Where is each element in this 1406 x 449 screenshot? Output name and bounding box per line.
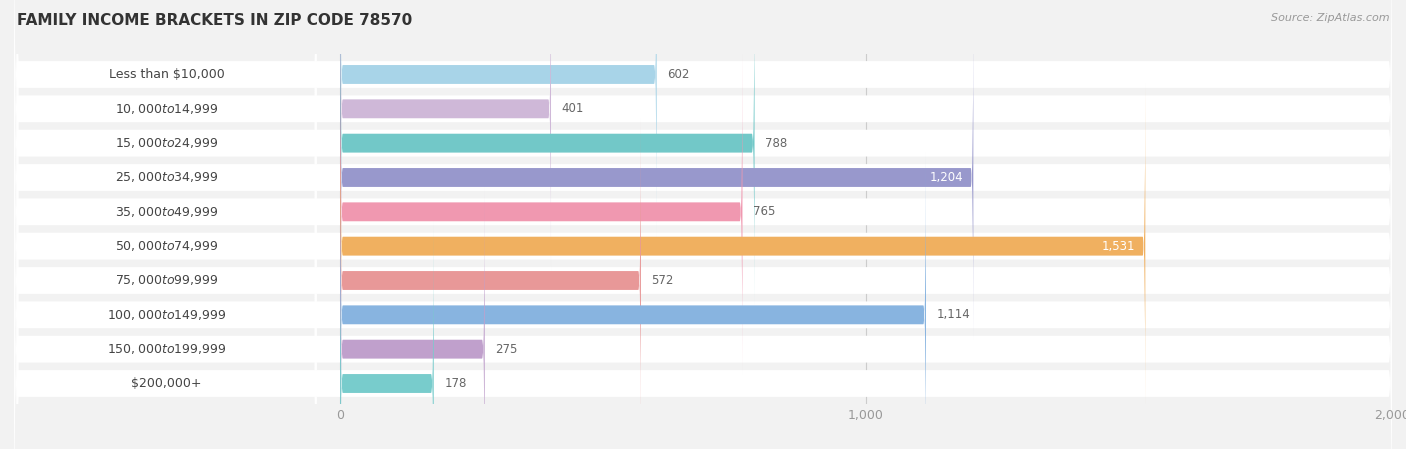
FancyBboxPatch shape bbox=[340, 49, 742, 374]
Text: $100,000 to $149,999: $100,000 to $149,999 bbox=[107, 308, 226, 322]
FancyBboxPatch shape bbox=[17, 0, 316, 307]
FancyBboxPatch shape bbox=[340, 153, 927, 449]
FancyBboxPatch shape bbox=[340, 84, 1146, 409]
Text: 572: 572 bbox=[651, 274, 673, 287]
Text: 275: 275 bbox=[495, 343, 517, 356]
Text: 1,114: 1,114 bbox=[936, 308, 970, 321]
FancyBboxPatch shape bbox=[14, 0, 1392, 301]
FancyBboxPatch shape bbox=[17, 0, 316, 444]
FancyBboxPatch shape bbox=[14, 19, 1392, 405]
FancyBboxPatch shape bbox=[17, 0, 316, 410]
Text: $200,000+: $200,000+ bbox=[131, 377, 202, 390]
Text: 602: 602 bbox=[668, 68, 689, 81]
FancyBboxPatch shape bbox=[17, 83, 316, 449]
FancyBboxPatch shape bbox=[14, 122, 1392, 449]
FancyBboxPatch shape bbox=[340, 15, 973, 340]
FancyBboxPatch shape bbox=[340, 187, 485, 449]
Text: 788: 788 bbox=[765, 136, 787, 150]
FancyBboxPatch shape bbox=[14, 0, 1392, 370]
Text: $25,000 to $34,999: $25,000 to $34,999 bbox=[115, 171, 218, 185]
Text: FAMILY INCOME BRACKETS IN ZIP CODE 78570: FAMILY INCOME BRACKETS IN ZIP CODE 78570 bbox=[17, 13, 412, 28]
Text: $10,000 to $14,999: $10,000 to $14,999 bbox=[115, 102, 218, 116]
Text: $15,000 to $24,999: $15,000 to $24,999 bbox=[115, 136, 218, 150]
Text: $35,000 to $49,999: $35,000 to $49,999 bbox=[115, 205, 218, 219]
FancyBboxPatch shape bbox=[340, 0, 657, 237]
FancyBboxPatch shape bbox=[17, 0, 316, 375]
FancyBboxPatch shape bbox=[14, 0, 1392, 336]
Text: $75,000 to $99,999: $75,000 to $99,999 bbox=[115, 273, 218, 287]
Text: 1,204: 1,204 bbox=[929, 171, 963, 184]
FancyBboxPatch shape bbox=[17, 14, 316, 449]
FancyBboxPatch shape bbox=[340, 221, 433, 449]
FancyBboxPatch shape bbox=[14, 191, 1392, 449]
Text: Less than $10,000: Less than $10,000 bbox=[108, 68, 225, 81]
FancyBboxPatch shape bbox=[17, 48, 316, 449]
Text: Source: ZipAtlas.com: Source: ZipAtlas.com bbox=[1271, 13, 1389, 23]
Text: 1,531: 1,531 bbox=[1101, 240, 1135, 253]
FancyBboxPatch shape bbox=[340, 0, 755, 305]
Text: $50,000 to $74,999: $50,000 to $74,999 bbox=[115, 239, 218, 253]
FancyBboxPatch shape bbox=[14, 88, 1392, 449]
Text: 401: 401 bbox=[561, 102, 583, 115]
FancyBboxPatch shape bbox=[340, 0, 551, 271]
Text: 178: 178 bbox=[444, 377, 467, 390]
FancyBboxPatch shape bbox=[17, 117, 316, 449]
FancyBboxPatch shape bbox=[14, 53, 1392, 439]
FancyBboxPatch shape bbox=[17, 0, 316, 341]
FancyBboxPatch shape bbox=[14, 157, 1392, 449]
Text: $150,000 to $199,999: $150,000 to $199,999 bbox=[107, 342, 226, 356]
Text: 765: 765 bbox=[754, 205, 775, 218]
FancyBboxPatch shape bbox=[14, 0, 1392, 267]
FancyBboxPatch shape bbox=[17, 151, 316, 449]
FancyBboxPatch shape bbox=[340, 118, 641, 443]
